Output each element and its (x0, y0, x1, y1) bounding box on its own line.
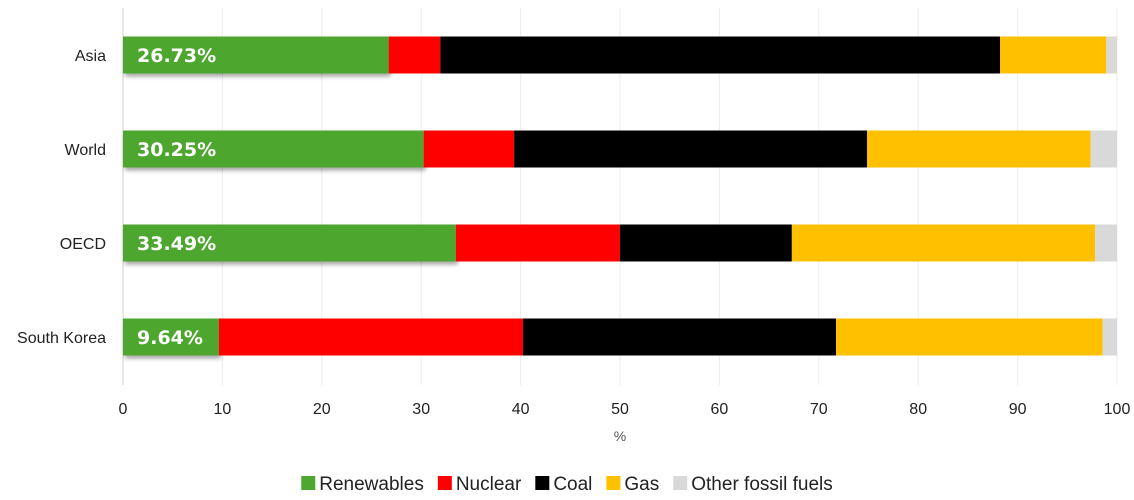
bar-segment-other-fossil-fuels (1090, 130, 1117, 168)
x-axis-title: % (614, 428, 626, 444)
x-tick-label: 50 (611, 401, 629, 418)
data-label: 33.49% (137, 233, 216, 255)
legend-swatch (535, 476, 550, 490)
legend-swatch (606, 476, 621, 490)
bar-segment-nuclear (423, 130, 515, 168)
bar-segment-gas (1000, 36, 1107, 74)
bar-segment-nuclear (455, 224, 620, 262)
x-tick-label: 20 (313, 401, 331, 418)
x-tick-label: 40 (512, 401, 530, 418)
bar-segment-renewables (123, 36, 389, 74)
bar-segment-nuclear (218, 318, 523, 356)
category-label: World (65, 142, 107, 159)
x-tick-label: 60 (711, 401, 729, 418)
data-label: 30.25% (137, 139, 216, 161)
x-tick-label: 0 (119, 401, 128, 418)
legend-swatch (301, 476, 316, 490)
bar-segment-gas (867, 130, 1091, 168)
bar-segment-renewables (123, 318, 219, 356)
bars: 26.73% 30.25% 33.49% 9.64% (123, 36, 1117, 356)
category-label: Asia (75, 48, 106, 65)
x-tick-label: 80 (909, 401, 927, 418)
legend-swatch (673, 476, 688, 490)
legend-swatch (437, 476, 452, 490)
bar-segment-other-fossil-fuels (1106, 36, 1117, 74)
axes: % 0 10 20 30 40 50 60 70 80 90 100 Asia World OECD Sou… (17, 48, 1130, 444)
x-tick-label: 30 (412, 401, 430, 418)
bar-segment-coal (522, 318, 837, 356)
bar-segment-renewables (123, 224, 456, 262)
bar-segment-gas (836, 318, 1103, 356)
bar-segment-nuclear (388, 36, 441, 74)
legend-label: Nuclear (456, 474, 522, 495)
data-label: 9.64% (137, 327, 203, 349)
legend-label: Coal (553, 474, 592, 495)
bar-segment-coal (440, 36, 1001, 74)
legend: Renewables Nuclear Coal Gas Other fossil fue… (301, 474, 833, 495)
bar-segment-gas (791, 224, 1096, 262)
bar-segment-renewables (123, 130, 424, 168)
category-label: South Korea (17, 330, 106, 347)
x-tick-label: 90 (1009, 401, 1027, 418)
bar-segment-coal (619, 224, 792, 262)
x-tick-label: 70 (810, 401, 828, 418)
x-tick-label: 10 (214, 401, 232, 418)
data-label: 26.73% (137, 45, 216, 67)
bar-segment-other-fossil-fuels (1095, 224, 1117, 262)
legend-label: Renewables (319, 474, 424, 495)
category-label: OECD (60, 236, 106, 253)
x-tick-label: 100 (1104, 401, 1131, 418)
legend-label: Gas (624, 474, 659, 495)
bar-segment-other-fossil-fuels (1102, 318, 1117, 356)
bar-segment-coal (514, 130, 868, 168)
legend-label: Other fossil fuels (691, 474, 833, 495)
